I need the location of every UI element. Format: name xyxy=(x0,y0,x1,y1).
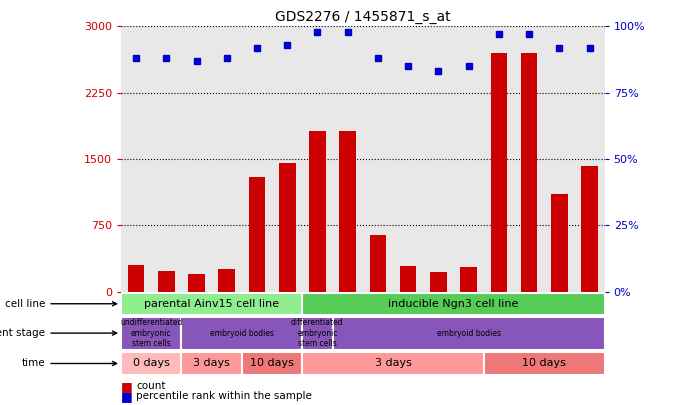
Bar xyxy=(400,266,417,292)
Text: 3 days: 3 days xyxy=(193,358,230,369)
Text: 0 days: 0 days xyxy=(133,358,169,369)
Bar xyxy=(339,131,356,292)
Text: inducible Ngn3 cell line: inducible Ngn3 cell line xyxy=(388,299,519,309)
Bar xyxy=(309,131,325,292)
Bar xyxy=(181,317,302,350)
Bar xyxy=(128,265,144,292)
Bar xyxy=(370,235,386,292)
Bar xyxy=(491,53,507,292)
Bar xyxy=(121,293,302,315)
Bar xyxy=(484,352,605,375)
Text: count: count xyxy=(136,382,166,392)
Bar xyxy=(551,194,567,292)
Bar xyxy=(121,352,181,375)
Bar xyxy=(581,166,598,292)
Bar xyxy=(249,177,265,292)
Text: embryoid bodies: embryoid bodies xyxy=(437,328,500,338)
Text: differentiated
embryonic
stem cells: differentiated embryonic stem cells xyxy=(291,318,343,348)
Bar xyxy=(121,317,181,350)
Text: ■: ■ xyxy=(121,380,133,393)
Bar xyxy=(460,267,477,292)
Title: GDS2276 / 1455871_s_at: GDS2276 / 1455871_s_at xyxy=(275,10,451,24)
Bar xyxy=(158,271,175,292)
Bar xyxy=(181,352,242,375)
Bar xyxy=(218,269,235,292)
Bar xyxy=(332,317,605,350)
Bar xyxy=(302,293,605,315)
Bar xyxy=(302,317,332,350)
Bar xyxy=(430,272,446,292)
Text: percentile rank within the sample: percentile rank within the sample xyxy=(136,392,312,401)
Text: 10 days: 10 days xyxy=(250,358,294,369)
Text: time: time xyxy=(21,358,117,369)
Text: 3 days: 3 days xyxy=(375,358,411,369)
Text: ■: ■ xyxy=(121,390,133,403)
Bar xyxy=(242,352,302,375)
Text: parental Ainv15 cell line: parental Ainv15 cell line xyxy=(144,299,279,309)
Bar xyxy=(521,53,538,292)
Text: embryoid bodies: embryoid bodies xyxy=(210,328,274,338)
Bar xyxy=(302,352,484,375)
Text: cell line: cell line xyxy=(5,299,117,309)
Text: 10 days: 10 days xyxy=(522,358,566,369)
Bar xyxy=(279,163,296,292)
Bar xyxy=(188,274,205,292)
Text: undifferentiated
embryonic
stem cells: undifferentiated embryonic stem cells xyxy=(120,318,182,348)
Text: development stage: development stage xyxy=(0,328,117,338)
